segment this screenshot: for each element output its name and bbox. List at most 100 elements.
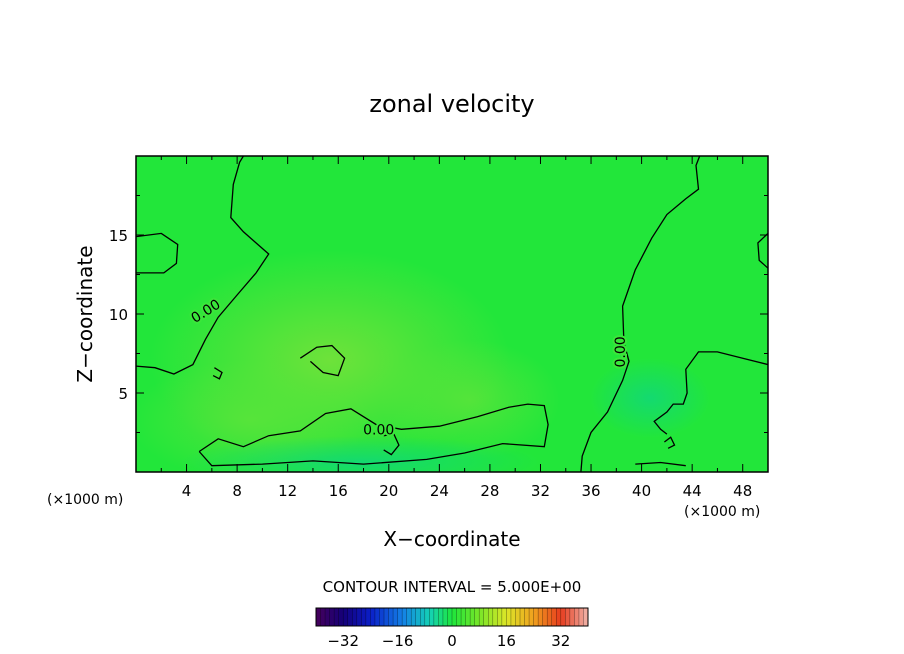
- x-unit-right: (×1000 m): [684, 504, 760, 520]
- colorbar-swatch: [574, 608, 580, 626]
- contour-line: [757, 232, 768, 269]
- x-tick-label: 8: [232, 482, 242, 500]
- colorbar-swatch: [320, 608, 326, 626]
- colorbar-swatch: [515, 608, 521, 626]
- x-tick-label: 28: [480, 482, 499, 500]
- colorbar-tick-label: −16: [382, 632, 414, 650]
- x-tick-label: 44: [683, 482, 702, 500]
- contour-line: [198, 403, 549, 467]
- contour-interval-text: CONTOUR INTERVAL = 5.000E+00: [323, 578, 582, 596]
- contour-label: 0.00: [363, 422, 394, 438]
- colorbar-swatch: [415, 608, 421, 626]
- y-tick-label: 15: [109, 227, 128, 245]
- colorbar-swatch: [569, 608, 575, 626]
- y-axis-title: Z−coordinate: [73, 245, 97, 382]
- x-tick-label: 40: [632, 482, 651, 500]
- colorbar-swatch: [361, 608, 367, 626]
- colorbar-swatch: [370, 608, 376, 626]
- colorbar-swatch: [411, 608, 417, 626]
- colorbar-swatch: [438, 608, 444, 626]
- colorbar-tick-label: 16: [497, 632, 516, 650]
- contour-line: [664, 436, 676, 449]
- colorbar-swatch: [352, 608, 358, 626]
- colorbar-swatch: [547, 608, 553, 626]
- colorbar-swatch: [583, 608, 589, 626]
- colorbar-swatch: [533, 608, 539, 626]
- x-tick-label: 12: [278, 482, 297, 500]
- colorbar-swatch: [406, 608, 412, 626]
- colorbar-swatch: [524, 608, 530, 626]
- y-tick-label: 10: [109, 306, 128, 324]
- x-tick-label: 36: [581, 482, 600, 500]
- colorbar-swatch: [470, 608, 476, 626]
- contour-line: [635, 461, 686, 467]
- contour-line: [136, 232, 179, 274]
- colorbar-swatch: [402, 608, 408, 626]
- colorbar-tick-label: 32: [551, 632, 570, 650]
- colorbar-swatch: [479, 608, 485, 626]
- x-axis: 4 8 12 16 20 24 28 32 36 40 44 48: [160, 156, 752, 500]
- colorbar-swatch: [506, 608, 512, 626]
- colorbar-swatch: [397, 608, 403, 626]
- colorbar-swatch: [442, 608, 448, 626]
- chart-title: zonal velocity: [369, 90, 534, 118]
- contour-lines: [136, 156, 768, 472]
- colorbar-swatch: [510, 608, 516, 626]
- colorbar-swatch: [420, 608, 426, 626]
- x-tick-label: 32: [531, 482, 550, 500]
- colorbar-swatch: [338, 608, 344, 626]
- x-tick-label: 4: [182, 482, 192, 500]
- colorbar-swatch: [316, 608, 321, 626]
- y-tick-label: 5: [118, 385, 128, 403]
- colorbar-swatch: [483, 608, 489, 626]
- colorbar-swatch: [347, 608, 353, 626]
- positive-region: [380, 340, 560, 460]
- colorbar-swatch: [565, 608, 571, 626]
- colorbar-swatch: [501, 608, 507, 626]
- contour-line: [212, 367, 223, 380]
- colorbar-swatch: [492, 608, 498, 626]
- colorbar-ticks: −32 −16 0 16 32: [327, 632, 570, 650]
- colorbar-swatch: [520, 608, 525, 626]
- colorbar-swatch: [497, 608, 503, 626]
- colorbar-swatch: [447, 608, 453, 626]
- colorbar: [315, 607, 589, 627]
- contour-line: [383, 433, 400, 456]
- colorbar-swatch: [329, 608, 335, 626]
- colorbar-swatch: [456, 608, 462, 626]
- colorbar-swatch: [334, 608, 340, 626]
- x-tick-label: 48: [733, 482, 752, 500]
- colorbar-swatch: [393, 608, 398, 626]
- colorbar-swatch: [560, 608, 566, 626]
- x-tick-label: 20: [379, 482, 398, 500]
- colorbar-swatch: [556, 608, 562, 626]
- colorbar-swatch: [433, 608, 439, 626]
- colorbar-swatch: [424, 608, 430, 626]
- colorbar-swatch: [343, 608, 349, 626]
- colorbar-swatch: [384, 608, 389, 626]
- x-tick-label: 24: [430, 482, 449, 500]
- x-axis-title: X−coordinate: [383, 527, 520, 551]
- colorbar-swatch: [542, 608, 548, 626]
- colorbar-swatch: [461, 608, 466, 626]
- colorbar-swatch: [538, 608, 544, 626]
- colorbar-frame: [315, 607, 589, 627]
- colorbar-swatch: [429, 608, 435, 626]
- x-unit-left: (×1000 m): [47, 492, 123, 508]
- colorbar-swatch: [374, 608, 380, 626]
- y-axis: 5 10 15: [109, 195, 768, 433]
- colorbar-tick-label: −32: [327, 632, 359, 650]
- colorbar-swatch: [488, 608, 494, 626]
- contour-line: [136, 156, 270, 375]
- colorbar-swatch: [325, 608, 330, 626]
- contour-line: [299, 344, 346, 377]
- contour-label: 0.00: [613, 336, 629, 367]
- colorbar-tick-label: 0: [447, 632, 457, 650]
- colorbar-swatch: [379, 608, 385, 626]
- field-shading: [136, 156, 768, 472]
- colorbar-swatch: [551, 608, 557, 626]
- colorbar-swatch: [452, 608, 457, 626]
- x-tick-label: 16: [329, 482, 348, 500]
- contour-line: [580, 156, 701, 472]
